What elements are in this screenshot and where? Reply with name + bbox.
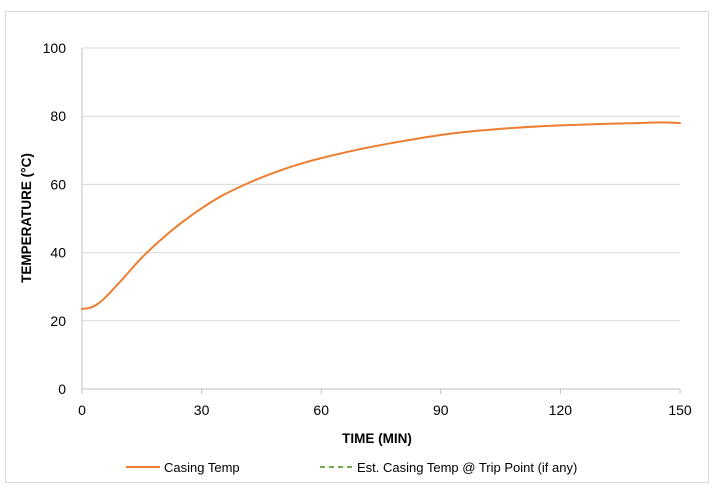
legend-label-est-casing-temp: Est. Casing Temp @ Trip Point (if any) <box>357 460 577 475</box>
y-axis-title: TEMPERATURE (°C) <box>19 153 34 283</box>
x-tick-label-0: 0 <box>78 402 86 418</box>
y-tick-label-100: 100 <box>43 40 67 56</box>
x-tick-label-90: 90 <box>433 402 449 418</box>
y-tick-label-40: 40 <box>50 245 66 261</box>
legend: Casing Temp Est. Casing Temp @ Trip Poin… <box>126 460 577 475</box>
y-tick-label-60: 60 <box>50 176 66 192</box>
tick-labels: 0 20 40 60 80 100 0 30 60 90 120 150 <box>43 40 692 418</box>
x-tick-label-150: 150 <box>668 402 692 418</box>
grid-lines <box>82 47 680 322</box>
x-tick-label-60: 60 <box>313 402 329 418</box>
series-line-0 <box>81 121 681 310</box>
y-tick-label-0: 0 <box>58 381 66 397</box>
x-tick-label-30: 30 <box>194 402 210 418</box>
x-axis-title: TIME (MIN) <box>342 431 412 446</box>
x-tick-label-120: 120 <box>549 402 573 418</box>
series-lines <box>81 121 681 310</box>
axes <box>81 48 681 394</box>
legend-label-casing-temp: Casing Temp <box>164 460 240 475</box>
chart-frame <box>5 11 709 483</box>
y-tick-label-80: 80 <box>50 108 66 124</box>
y-tick-label-20: 20 <box>50 313 66 329</box>
